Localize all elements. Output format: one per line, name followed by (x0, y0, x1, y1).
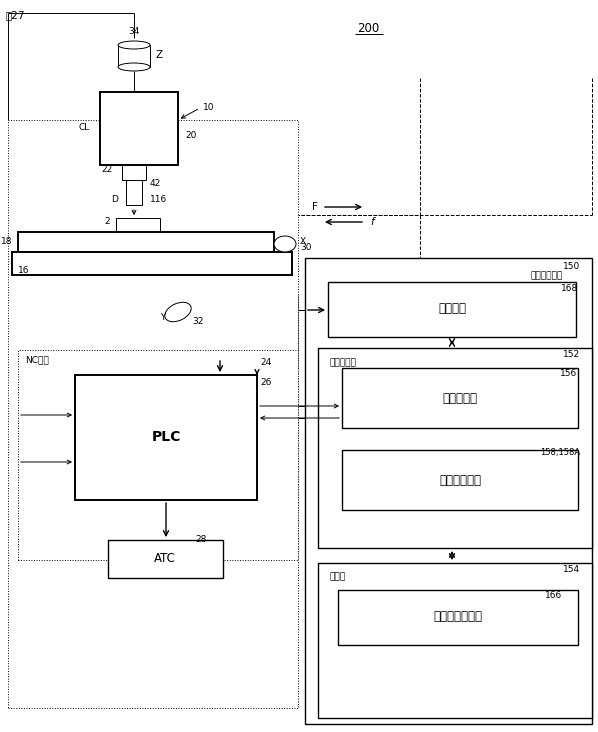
Text: 20: 20 (185, 130, 196, 140)
Bar (118, 45, 150, 67)
Ellipse shape (165, 302, 191, 321)
Bar (305, 258, 592, 724)
Text: CL: CL (79, 124, 90, 132)
Text: 156: 156 (560, 369, 577, 378)
Bar (8, 120, 298, 708)
Text: 図27: 図27 (5, 10, 25, 20)
Bar (18, 232, 274, 252)
Text: Y: Y (160, 313, 165, 323)
Text: ATC: ATC (154, 553, 176, 566)
Text: 154: 154 (563, 565, 580, 574)
Text: 24: 24 (260, 358, 271, 367)
Text: コンピュータ: コンピュータ (531, 271, 563, 280)
Bar (100, 92, 178, 165)
Text: 16: 16 (18, 266, 29, 275)
Text: PLC: PLC (151, 430, 181, 444)
Text: Z: Z (155, 50, 162, 60)
Bar (12, 252, 292, 275)
Text: NC装置: NC装置 (25, 355, 49, 364)
Text: 150: 150 (563, 262, 580, 271)
Bar (318, 348, 592, 548)
Text: 10: 10 (203, 103, 215, 113)
Text: X: X (300, 237, 306, 246)
Bar (122, 165, 146, 180)
Text: 通信装置: 通信装置 (438, 302, 466, 315)
Text: 22: 22 (102, 165, 113, 174)
Ellipse shape (118, 41, 150, 49)
Text: プロセッサ: プロセッサ (330, 358, 357, 367)
Text: 測定制御部: 測定制御部 (443, 392, 477, 405)
Text: F: F (312, 202, 318, 212)
Text: 34: 34 (129, 27, 140, 36)
Bar (75, 375, 257, 500)
Bar (318, 563, 592, 718)
Ellipse shape (118, 63, 150, 71)
Text: 18: 18 (1, 237, 12, 247)
Text: 42: 42 (150, 179, 161, 189)
Text: 152: 152 (563, 350, 580, 359)
Text: 116: 116 (150, 195, 167, 204)
Bar (328, 282, 576, 337)
Text: D: D (111, 195, 118, 204)
Bar (342, 368, 578, 428)
Text: 32: 32 (192, 318, 203, 326)
Text: 28: 28 (195, 535, 206, 544)
Bar (342, 450, 578, 510)
Ellipse shape (274, 236, 296, 252)
Bar (108, 540, 223, 578)
Text: 26: 26 (260, 378, 271, 387)
Text: 30: 30 (300, 244, 312, 253)
Text: データ処理部: データ処理部 (439, 474, 481, 487)
Text: メモリ: メモリ (330, 572, 346, 581)
Text: 200: 200 (357, 21, 379, 34)
Bar (338, 590, 578, 645)
Bar (116, 218, 160, 232)
Bar (126, 180, 142, 205)
Bar (18, 350, 298, 560)
Text: 表面形状データ: 表面形状データ (434, 610, 483, 624)
Text: 2: 2 (105, 217, 110, 226)
Text: 166: 166 (545, 591, 562, 600)
Text: f: f (370, 217, 374, 227)
Text: 158,158A: 158,158A (540, 448, 580, 457)
Text: 168: 168 (561, 284, 578, 293)
